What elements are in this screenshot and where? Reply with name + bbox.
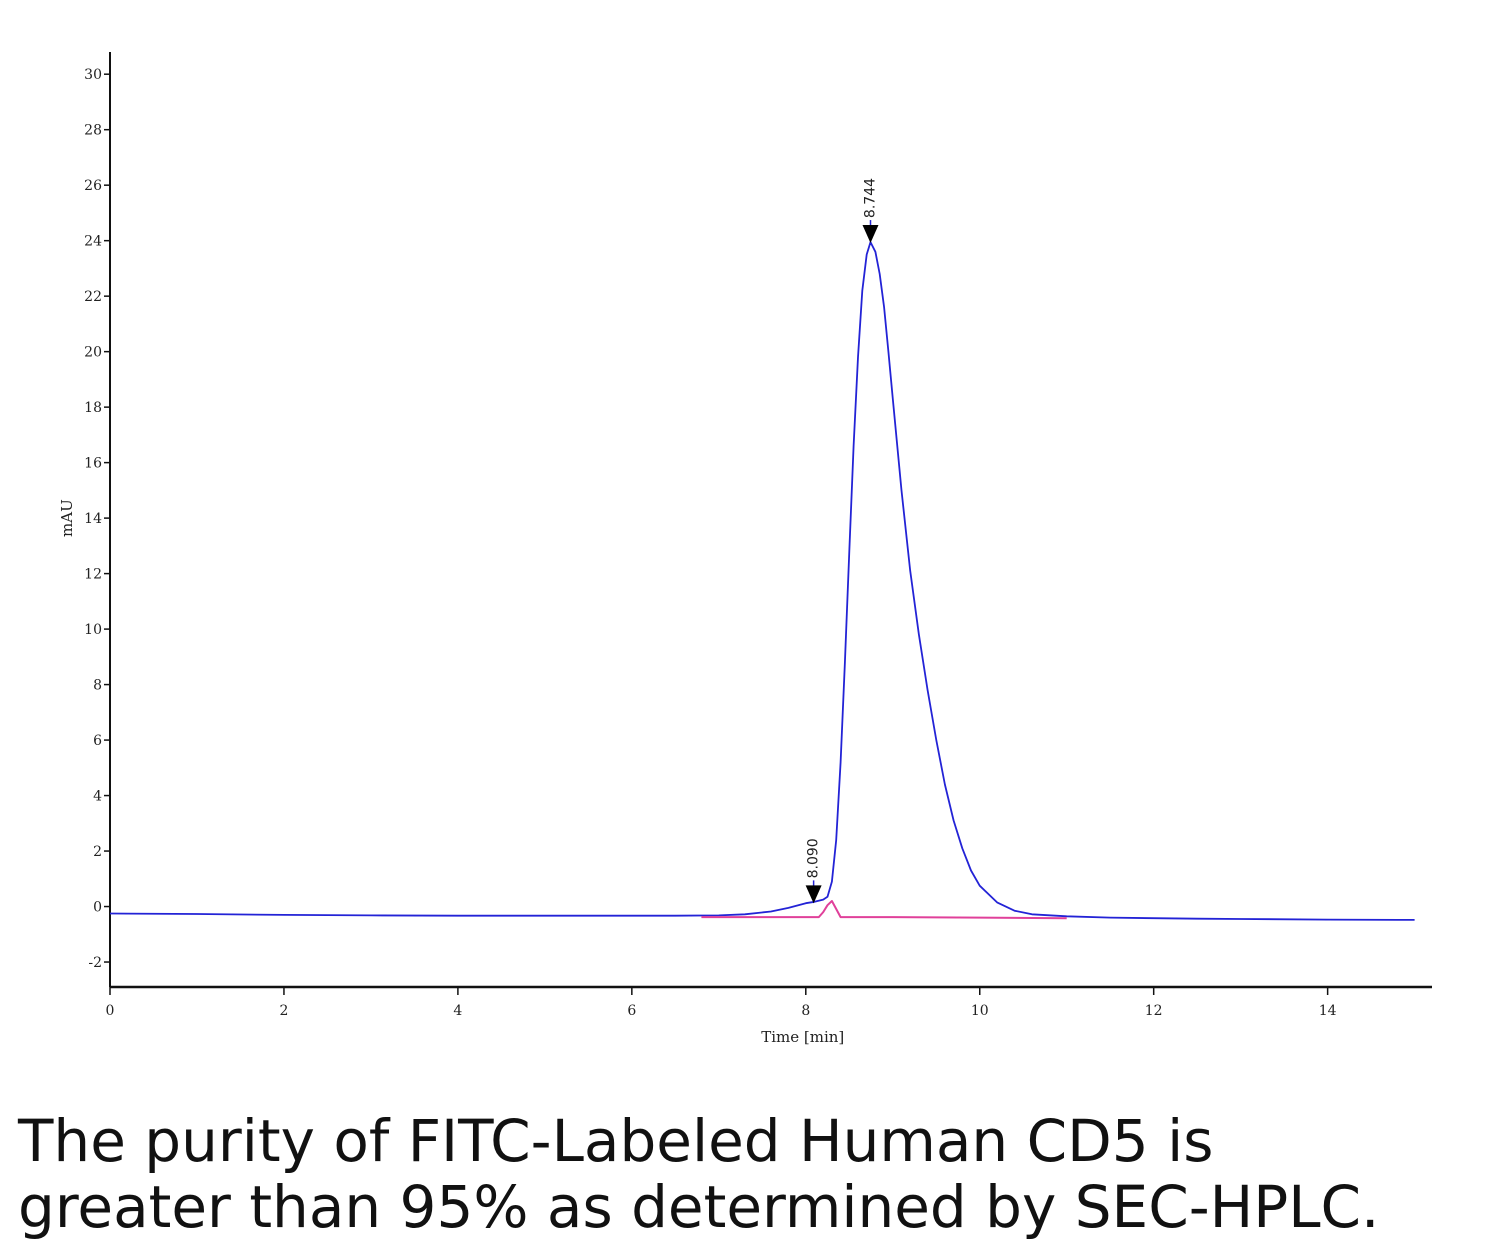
peak-markers: 8.090 8.744 bbox=[805, 178, 879, 904]
x-tick-label: 8 bbox=[801, 1003, 810, 1019]
caption: The purity of FITC-Labeled Human CD5 is … bbox=[18, 1108, 1478, 1240]
y-tick-label: 4 bbox=[93, 789, 102, 805]
caption-line-2: greater than 95% as determined by SEC-HP… bbox=[18, 1173, 1380, 1241]
y-tick-label: 20 bbox=[84, 345, 102, 361]
y-tick-label: 12 bbox=[84, 567, 102, 583]
y-tick-label: 18 bbox=[84, 400, 102, 416]
y-tick-label: 16 bbox=[84, 456, 102, 472]
y-tick-label: 24 bbox=[84, 234, 102, 250]
x-tick-label: 14 bbox=[1319, 1003, 1337, 1019]
baseline-line bbox=[701, 900, 1067, 920]
y-tick-label: 22 bbox=[84, 289, 102, 305]
signal-line bbox=[109, 241, 1415, 921]
y-tick-label: 0 bbox=[93, 900, 102, 916]
y-tick-label: -2 bbox=[88, 955, 102, 971]
x-tick-label: 10 bbox=[971, 1003, 989, 1019]
peak-marker bbox=[862, 225, 879, 244]
y-tick-label: 10 bbox=[84, 622, 102, 638]
peak-marker bbox=[805, 885, 822, 904]
y-axis-title: mAU bbox=[58, 499, 76, 537]
x-tick-label: 2 bbox=[279, 1003, 288, 1019]
peak-label: 8.744 bbox=[862, 178, 878, 218]
x-tick-label: 6 bbox=[627, 1003, 636, 1019]
y-tick-label: 30 bbox=[84, 67, 102, 83]
peak-label: 8.090 bbox=[806, 838, 822, 878]
caption-line-1: The purity of FITC-Labeled Human CD5 is bbox=[18, 1107, 1214, 1175]
x-tick-label: 12 bbox=[1145, 1003, 1163, 1019]
x-tick-label: 0 bbox=[106, 1003, 115, 1019]
x-axis: 0 2 4 6 8 10 12 14 bbox=[106, 985, 1432, 1019]
y-tick-label: 26 bbox=[84, 178, 102, 194]
y-tick-label: 8 bbox=[93, 678, 102, 694]
series-layer bbox=[109, 241, 1415, 921]
y-tick-label: 14 bbox=[84, 511, 102, 527]
y-tick-label: 6 bbox=[93, 733, 102, 749]
x-axis-title: Time [min] bbox=[761, 1028, 844, 1046]
y-tick-label: 2 bbox=[93, 844, 102, 860]
x-tick-label: 4 bbox=[453, 1003, 462, 1019]
y-tick-label: 28 bbox=[84, 123, 102, 139]
